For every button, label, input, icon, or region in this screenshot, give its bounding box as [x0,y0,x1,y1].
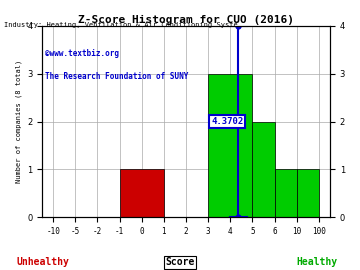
Text: Score: Score [165,257,195,267]
Bar [120,170,164,217]
Text: ©www.textbiz.org: ©www.textbiz.org [45,49,119,58]
Text: The Research Foundation of SUNY: The Research Foundation of SUNY [45,72,188,81]
Text: Unhealthy: Unhealthy [17,257,69,267]
Title: Z-Score Histogram for CUO (2016): Z-Score Histogram for CUO (2016) [78,15,294,25]
Bar [275,170,297,217]
Text: Healthy: Healthy [296,257,337,267]
Text: 4.3702: 4.3702 [211,117,244,126]
Y-axis label: Number of companies (8 total): Number of companies (8 total) [15,60,22,183]
Bar [252,122,275,217]
Text: Industry: Heating, Ventilation & Air Conditioning Syste: Industry: Heating, Ventilation & Air Con… [4,22,237,28]
Bar [208,74,252,217]
Bar [297,170,319,217]
